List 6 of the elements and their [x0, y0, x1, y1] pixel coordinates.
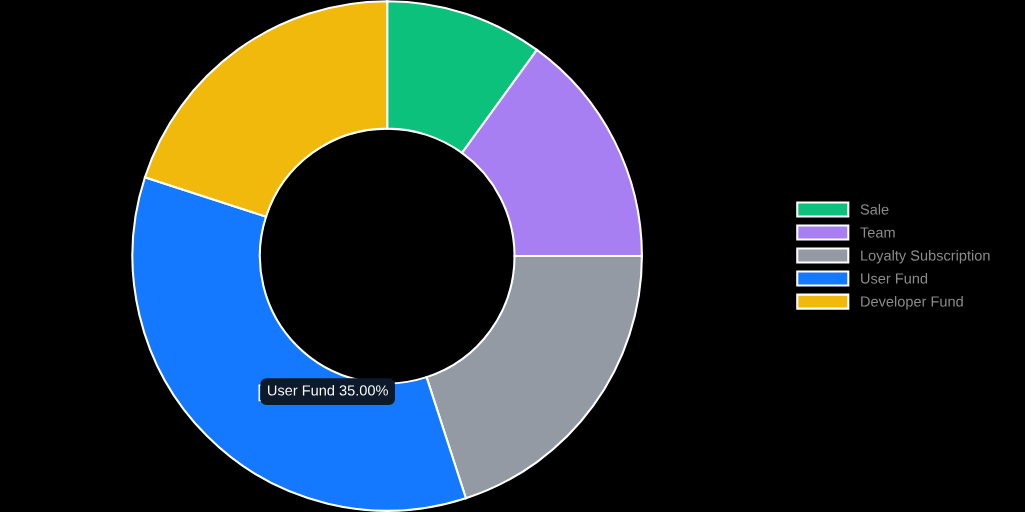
legend-label: Team [860, 227, 895, 238]
text: User Fund 35.00% [268, 384, 388, 396]
legend-label: Loyalty Subscription [861, 249, 990, 264]
legend-label: Sale [860, 203, 889, 215]
legend-label: User Fund [861, 272, 928, 284]
legend-label: Developer Fund [861, 295, 963, 310]
